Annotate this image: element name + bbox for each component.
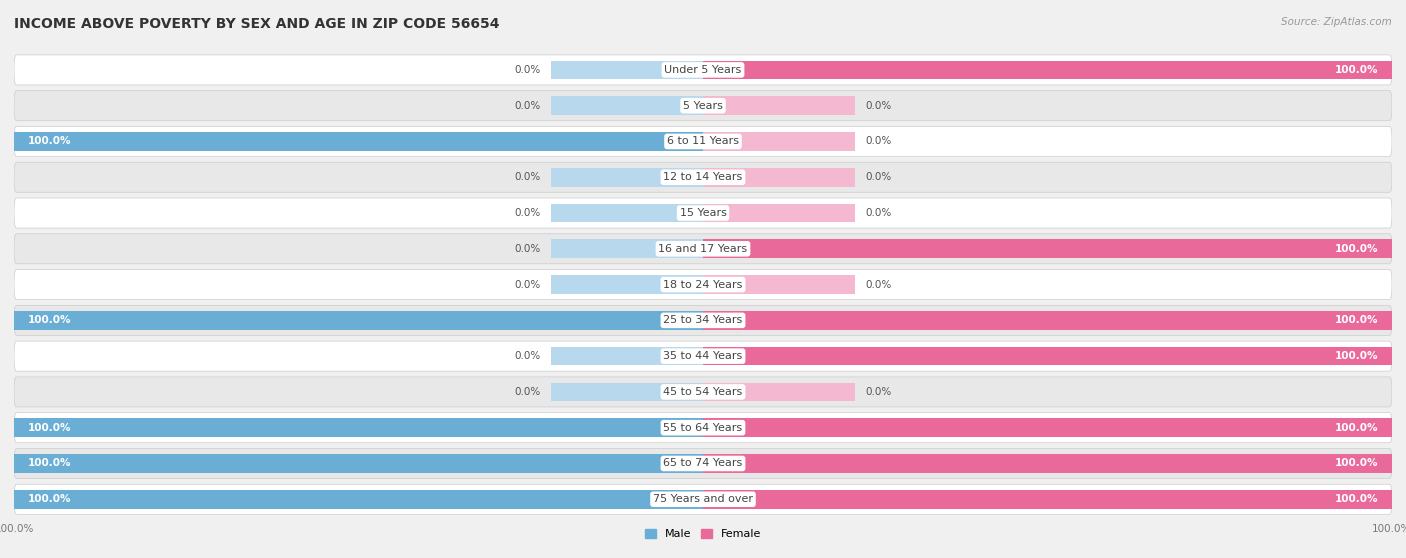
FancyBboxPatch shape — [14, 413, 1392, 442]
FancyBboxPatch shape — [14, 127, 1392, 156]
Text: 100.0%: 100.0% — [28, 315, 72, 325]
Bar — [551, 239, 703, 258]
Bar — [14, 490, 703, 508]
Text: 100.0%: 100.0% — [28, 137, 72, 146]
Text: 100.0%: 100.0% — [1334, 494, 1378, 504]
Bar — [703, 418, 1392, 437]
Bar — [14, 418, 703, 437]
Text: 0.0%: 0.0% — [515, 172, 541, 182]
Text: 18 to 24 Years: 18 to 24 Years — [664, 280, 742, 290]
Bar — [703, 97, 855, 115]
Text: 15 Years: 15 Years — [679, 208, 727, 218]
FancyBboxPatch shape — [14, 341, 1392, 371]
Bar — [14, 132, 703, 151]
Text: 100.0%: 100.0% — [1334, 315, 1378, 325]
Text: 55 to 64 Years: 55 to 64 Years — [664, 423, 742, 432]
Text: 0.0%: 0.0% — [865, 387, 891, 397]
Text: 0.0%: 0.0% — [865, 280, 891, 290]
Text: 5 Years: 5 Years — [683, 100, 723, 110]
Text: Source: ZipAtlas.com: Source: ZipAtlas.com — [1281, 17, 1392, 27]
Text: INCOME ABOVE POVERTY BY SEX AND AGE IN ZIP CODE 56654: INCOME ABOVE POVERTY BY SEX AND AGE IN Z… — [14, 17, 499, 31]
Bar — [703, 168, 855, 186]
Text: 0.0%: 0.0% — [865, 137, 891, 146]
FancyBboxPatch shape — [14, 377, 1392, 407]
Text: 45 to 54 Years: 45 to 54 Years — [664, 387, 742, 397]
FancyBboxPatch shape — [14, 449, 1392, 479]
FancyBboxPatch shape — [14, 305, 1392, 335]
Bar — [14, 490, 703, 508]
Text: 0.0%: 0.0% — [515, 387, 541, 397]
Text: 0.0%: 0.0% — [515, 244, 541, 254]
Text: 100.0%: 100.0% — [28, 494, 72, 504]
Bar — [14, 418, 703, 437]
Bar — [703, 132, 855, 151]
Bar — [703, 490, 1392, 508]
Text: 65 to 74 Years: 65 to 74 Years — [664, 459, 742, 469]
Bar — [551, 61, 703, 79]
Text: 0.0%: 0.0% — [515, 65, 541, 75]
Text: 0.0%: 0.0% — [515, 208, 541, 218]
Text: 0.0%: 0.0% — [865, 208, 891, 218]
Bar — [703, 383, 855, 401]
Bar — [14, 454, 703, 473]
Bar — [551, 383, 703, 401]
Bar — [551, 204, 703, 222]
Text: 100.0%: 100.0% — [1334, 423, 1378, 432]
Bar — [703, 454, 1392, 473]
Bar — [703, 418, 1392, 437]
Text: Under 5 Years: Under 5 Years — [665, 65, 741, 75]
Bar — [14, 311, 703, 330]
Text: 0.0%: 0.0% — [865, 172, 891, 182]
FancyBboxPatch shape — [14, 198, 1392, 228]
Bar — [551, 168, 703, 186]
Text: 35 to 44 Years: 35 to 44 Years — [664, 351, 742, 361]
Text: 100.0%: 100.0% — [1334, 65, 1378, 75]
FancyBboxPatch shape — [14, 484, 1392, 514]
Bar — [703, 239, 1392, 258]
Bar — [703, 61, 1392, 79]
Bar — [703, 239, 1392, 258]
Text: 100.0%: 100.0% — [28, 423, 72, 432]
Text: 12 to 14 Years: 12 to 14 Years — [664, 172, 742, 182]
FancyBboxPatch shape — [14, 162, 1392, 193]
Bar — [703, 490, 1392, 508]
Text: 100.0%: 100.0% — [1334, 351, 1378, 361]
Bar — [703, 204, 855, 222]
Bar — [703, 454, 1392, 473]
Text: 6 to 11 Years: 6 to 11 Years — [666, 137, 740, 146]
Text: 100.0%: 100.0% — [28, 459, 72, 469]
Bar — [703, 61, 1392, 79]
Bar — [551, 97, 703, 115]
FancyBboxPatch shape — [14, 90, 1392, 121]
Text: 0.0%: 0.0% — [865, 100, 891, 110]
Text: 16 and 17 Years: 16 and 17 Years — [658, 244, 748, 254]
Bar — [551, 275, 703, 294]
Bar — [703, 275, 855, 294]
Text: 75 Years and over: 75 Years and over — [652, 494, 754, 504]
Bar — [703, 347, 1392, 365]
Bar — [551, 347, 703, 365]
Bar — [14, 311, 703, 330]
Legend: Male, Female: Male, Female — [641, 525, 765, 544]
Text: 0.0%: 0.0% — [515, 280, 541, 290]
FancyBboxPatch shape — [14, 55, 1392, 85]
Bar — [703, 347, 1392, 365]
Text: 100.0%: 100.0% — [1334, 244, 1378, 254]
Bar — [14, 454, 703, 473]
Bar — [703, 311, 1392, 330]
Bar — [703, 311, 1392, 330]
Text: 25 to 34 Years: 25 to 34 Years — [664, 315, 742, 325]
Bar — [14, 132, 703, 151]
Text: 0.0%: 0.0% — [515, 351, 541, 361]
FancyBboxPatch shape — [14, 270, 1392, 300]
FancyBboxPatch shape — [14, 234, 1392, 264]
Text: 100.0%: 100.0% — [1334, 459, 1378, 469]
Text: 0.0%: 0.0% — [515, 100, 541, 110]
